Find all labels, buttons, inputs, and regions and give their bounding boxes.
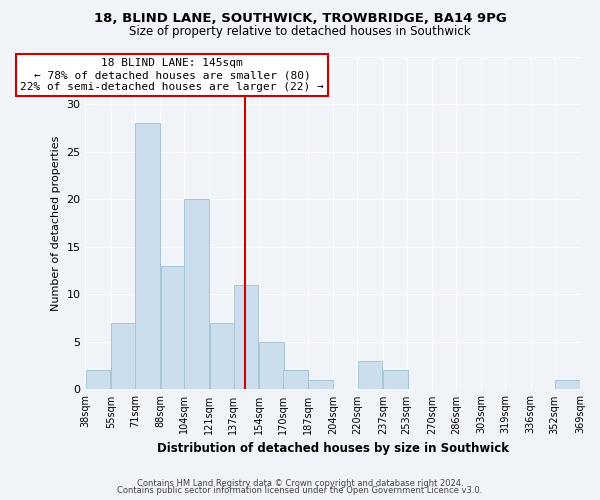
Y-axis label: Number of detached properties: Number of detached properties	[51, 136, 61, 310]
Bar	[259, 342, 284, 390]
Bar	[86, 370, 110, 390]
Bar	[555, 380, 580, 390]
Text: 18 BLIND LANE: 145sqm
← 78% of detached houses are smaller (80)
22% of semi-deta: 18 BLIND LANE: 145sqm ← 78% of detached …	[20, 58, 324, 92]
Bar	[184, 199, 209, 390]
Text: Contains public sector information licensed under the Open Government Licence v3: Contains public sector information licen…	[118, 486, 482, 495]
Bar	[135, 123, 160, 390]
Bar	[161, 266, 185, 390]
Text: Size of property relative to detached houses in Southwick: Size of property relative to detached ho…	[129, 25, 471, 38]
Bar	[111, 323, 136, 390]
Bar	[358, 361, 382, 390]
X-axis label: Distribution of detached houses by size in Southwick: Distribution of detached houses by size …	[157, 442, 509, 455]
Bar	[283, 370, 308, 390]
Text: Contains HM Land Registry data © Crown copyright and database right 2024.: Contains HM Land Registry data © Crown c…	[137, 478, 463, 488]
Bar	[234, 285, 258, 390]
Text: 18, BLIND LANE, SOUTHWICK, TROWBRIDGE, BA14 9PG: 18, BLIND LANE, SOUTHWICK, TROWBRIDGE, B…	[94, 12, 506, 26]
Bar	[210, 323, 235, 390]
Bar	[308, 380, 333, 390]
Bar	[383, 370, 408, 390]
